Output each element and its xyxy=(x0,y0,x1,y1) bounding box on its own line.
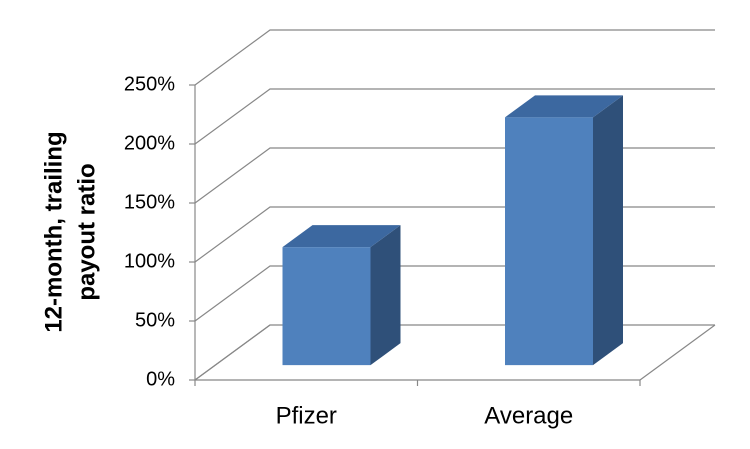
y-tick-label: 0% xyxy=(146,368,175,390)
grid-line xyxy=(194,265,715,322)
floor-edge xyxy=(194,324,716,381)
y-tick-label: 200% xyxy=(124,132,175,154)
grid-line xyxy=(194,324,715,381)
bar-top xyxy=(282,225,401,248)
y-tick-label: 150% xyxy=(124,191,175,213)
grid-line xyxy=(194,88,715,145)
bar-side xyxy=(370,225,401,366)
bar xyxy=(282,225,401,366)
x-tick-label: Pfizer xyxy=(276,402,337,429)
y-axis-label: 12-month, trailing xyxy=(40,131,67,332)
y-tick-label: 50% xyxy=(135,309,175,331)
bar-front xyxy=(282,247,371,366)
y-axis-label: payout ratio xyxy=(73,163,100,300)
bar xyxy=(505,95,623,366)
x-tick-label: Average xyxy=(484,402,573,429)
bar-front xyxy=(505,117,593,366)
bar-side xyxy=(593,95,623,366)
y-tick-label: 100% xyxy=(124,250,175,272)
bar-top xyxy=(505,95,623,118)
grid-line xyxy=(194,206,715,263)
grid-line xyxy=(194,29,715,86)
y-tick-label: 250% xyxy=(124,73,175,95)
grid-line xyxy=(194,147,715,204)
